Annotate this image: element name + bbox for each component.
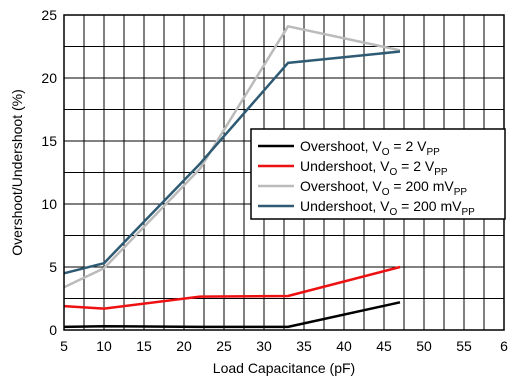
- x-tick-label: 20: [176, 338, 192, 354]
- x-tick-labels: 5 10 15 20 25 30 35 40 45 50 55 6: [60, 338, 508, 354]
- legend-entry: Undershoot, VO = 2 VPP: [300, 158, 448, 178]
- legend-text-part: Undershoot, V: [300, 198, 390, 214]
- x-tick-label: 6: [500, 338, 508, 354]
- y-tick-labels: 0 5 10 15 20 25: [41, 7, 57, 338]
- y-tick-label: 15: [41, 133, 57, 149]
- legend-subscript: O: [390, 167, 398, 178]
- legend-subscript: PP: [434, 167, 448, 178]
- x-tick-label: 5: [60, 338, 68, 354]
- y-tick-label: 25: [41, 7, 57, 23]
- x-axis-label: Load Capacitance (pF): [213, 360, 355, 376]
- legend-subscript: PP: [461, 207, 475, 218]
- y-axis-label: Overshoot/Undershoot (%): [9, 89, 25, 256]
- legend-entry: Overshoot, VO = 2 VPP: [300, 138, 440, 158]
- x-tick-label: 35: [296, 338, 312, 354]
- legend-box: [250, 128, 506, 220]
- series-line-1: [63, 301, 401, 329]
- legend-text-part: Undershoot, V: [300, 158, 390, 174]
- legend-subscript: PP: [426, 147, 440, 158]
- y-tick-label: 0: [49, 322, 57, 338]
- legend-text-part: = 200 mV: [397, 198, 462, 214]
- series-line-2: [63, 265, 401, 310]
- y-tick-label: 10: [41, 196, 57, 212]
- series-line-4: [63, 50, 401, 275]
- y-tick-label: 20: [41, 70, 57, 86]
- x-tick-label: 45: [376, 338, 392, 354]
- x-tick-label: 10: [96, 338, 112, 354]
- series-line-3: [63, 25, 401, 289]
- x-tick-label: 40: [336, 338, 352, 354]
- x-tick-label: 55: [456, 338, 472, 354]
- x-tick-label: 15: [136, 338, 152, 354]
- legend-subscript: O: [382, 187, 390, 198]
- legend-subscript: O: [390, 207, 398, 218]
- legend-subscript: O: [382, 147, 390, 158]
- legend-text-part: Overshoot, V: [300, 178, 382, 194]
- series-lines: [63, 25, 401, 329]
- legend-text-part: Overshoot, V: [300, 138, 382, 154]
- x-tick-label: 25: [216, 338, 232, 354]
- legend-entry: Overshoot, VO = 200 mVPP: [300, 178, 467, 198]
- x-tick-label: 30: [256, 338, 272, 354]
- legend-entry: Undershoot, VO = 200 mVPP: [300, 198, 475, 218]
- legend-text-part: = 200 mV: [389, 178, 454, 194]
- legend-text-part: = 2 V: [389, 138, 427, 154]
- x-tick-label: 50: [416, 338, 432, 354]
- legend-subscript: PP: [454, 187, 468, 198]
- y-tick-label: 5: [49, 259, 57, 275]
- legend-text-part: = 2 V: [397, 158, 435, 174]
